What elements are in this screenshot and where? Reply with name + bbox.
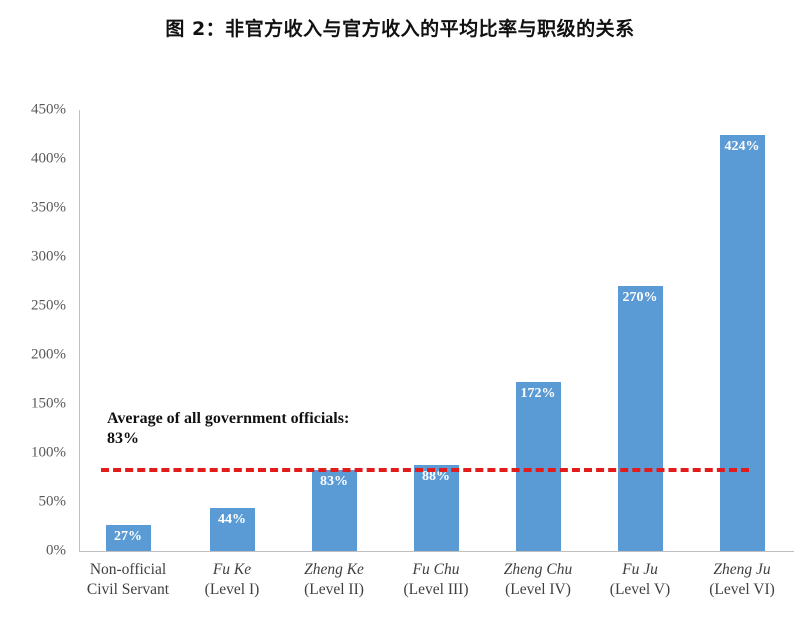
y-axis-line xyxy=(79,110,80,551)
y-tick: 150% xyxy=(31,395,66,412)
x-tick-label-line1: Non-official xyxy=(89,561,167,578)
y-tick: 350% xyxy=(31,199,66,216)
average-annotation-text: Average of all government officials: xyxy=(107,410,350,427)
x-tick-label-line2: (Level II) xyxy=(304,581,364,598)
x-tick-label: Fu Chu (Level III) xyxy=(381,560,491,600)
x-tick-label-line2: (Level V) xyxy=(609,581,671,598)
bar: 83% xyxy=(311,470,357,551)
x-tick-label: Zheng Chu (Level IV) xyxy=(483,560,593,600)
x-tick-label-line2: Civil Servant xyxy=(86,581,170,598)
x-tick-label: Zheng Ke (Level II) xyxy=(279,560,389,600)
y-tick: 450% xyxy=(31,101,66,118)
bar-value-label: 172% xyxy=(520,386,556,401)
bar-value-label: 424% xyxy=(724,139,760,154)
average-reference-line xyxy=(101,468,749,472)
bar-value-label: 88% xyxy=(422,469,450,484)
chart-title: 图 2：非官方收入与官方收入的平均比率与职级的关系 xyxy=(165,18,635,40)
y-tick: 250% xyxy=(31,297,66,314)
bar: 88% xyxy=(413,465,459,551)
x-tick-label-line1: Fu Chu xyxy=(412,561,460,578)
bar-value-label: 83% xyxy=(320,474,348,489)
y-tick: 200% xyxy=(31,346,66,363)
x-tick-label-line2: (Level I) xyxy=(204,581,260,598)
x-tick-label: Fu Ju (Level V) xyxy=(585,560,695,600)
bar: 424% xyxy=(719,135,765,551)
bar: 172% xyxy=(515,382,561,551)
y-tick: 100% xyxy=(31,444,66,461)
x-tick-label-line2: (Level IV) xyxy=(505,581,571,598)
bar-value-label: 44% xyxy=(218,512,246,527)
average-annotation-value: 83% xyxy=(107,430,139,447)
y-tick: 400% xyxy=(31,150,66,167)
x-tick-label-line1: Zheng Ju xyxy=(713,561,771,578)
x-tick-label-line1: Zheng Ke xyxy=(304,561,364,578)
y-tick: 50% xyxy=(38,493,67,510)
bar: 44% xyxy=(209,508,255,551)
bar-value-label: 27% xyxy=(114,529,142,544)
x-tick-label-line2: (Level VI) xyxy=(709,581,775,598)
y-tick: 0% xyxy=(46,542,66,559)
y-tick: 300% xyxy=(31,248,66,265)
average-annotation: Average of all government officials: 83% xyxy=(107,409,349,449)
x-tick-label: Zheng Ju (Level VI) xyxy=(687,560,797,600)
x-tick-label: Fu Ke (Level I) xyxy=(177,560,287,600)
x-axis-line xyxy=(79,551,794,552)
bar: 27% xyxy=(105,525,151,551)
bar: 270% xyxy=(617,286,663,551)
x-tick-label-line1: Fu Ke xyxy=(212,561,252,578)
bar-value-label: 270% xyxy=(622,290,658,305)
x-tick-label-line2: (Level III) xyxy=(403,581,469,598)
x-tick-label: Non-official Civil Servant xyxy=(73,560,183,600)
x-tick-label-line1: Fu Ju xyxy=(622,561,658,578)
x-tick-label-line1: Zheng Chu xyxy=(503,561,573,578)
